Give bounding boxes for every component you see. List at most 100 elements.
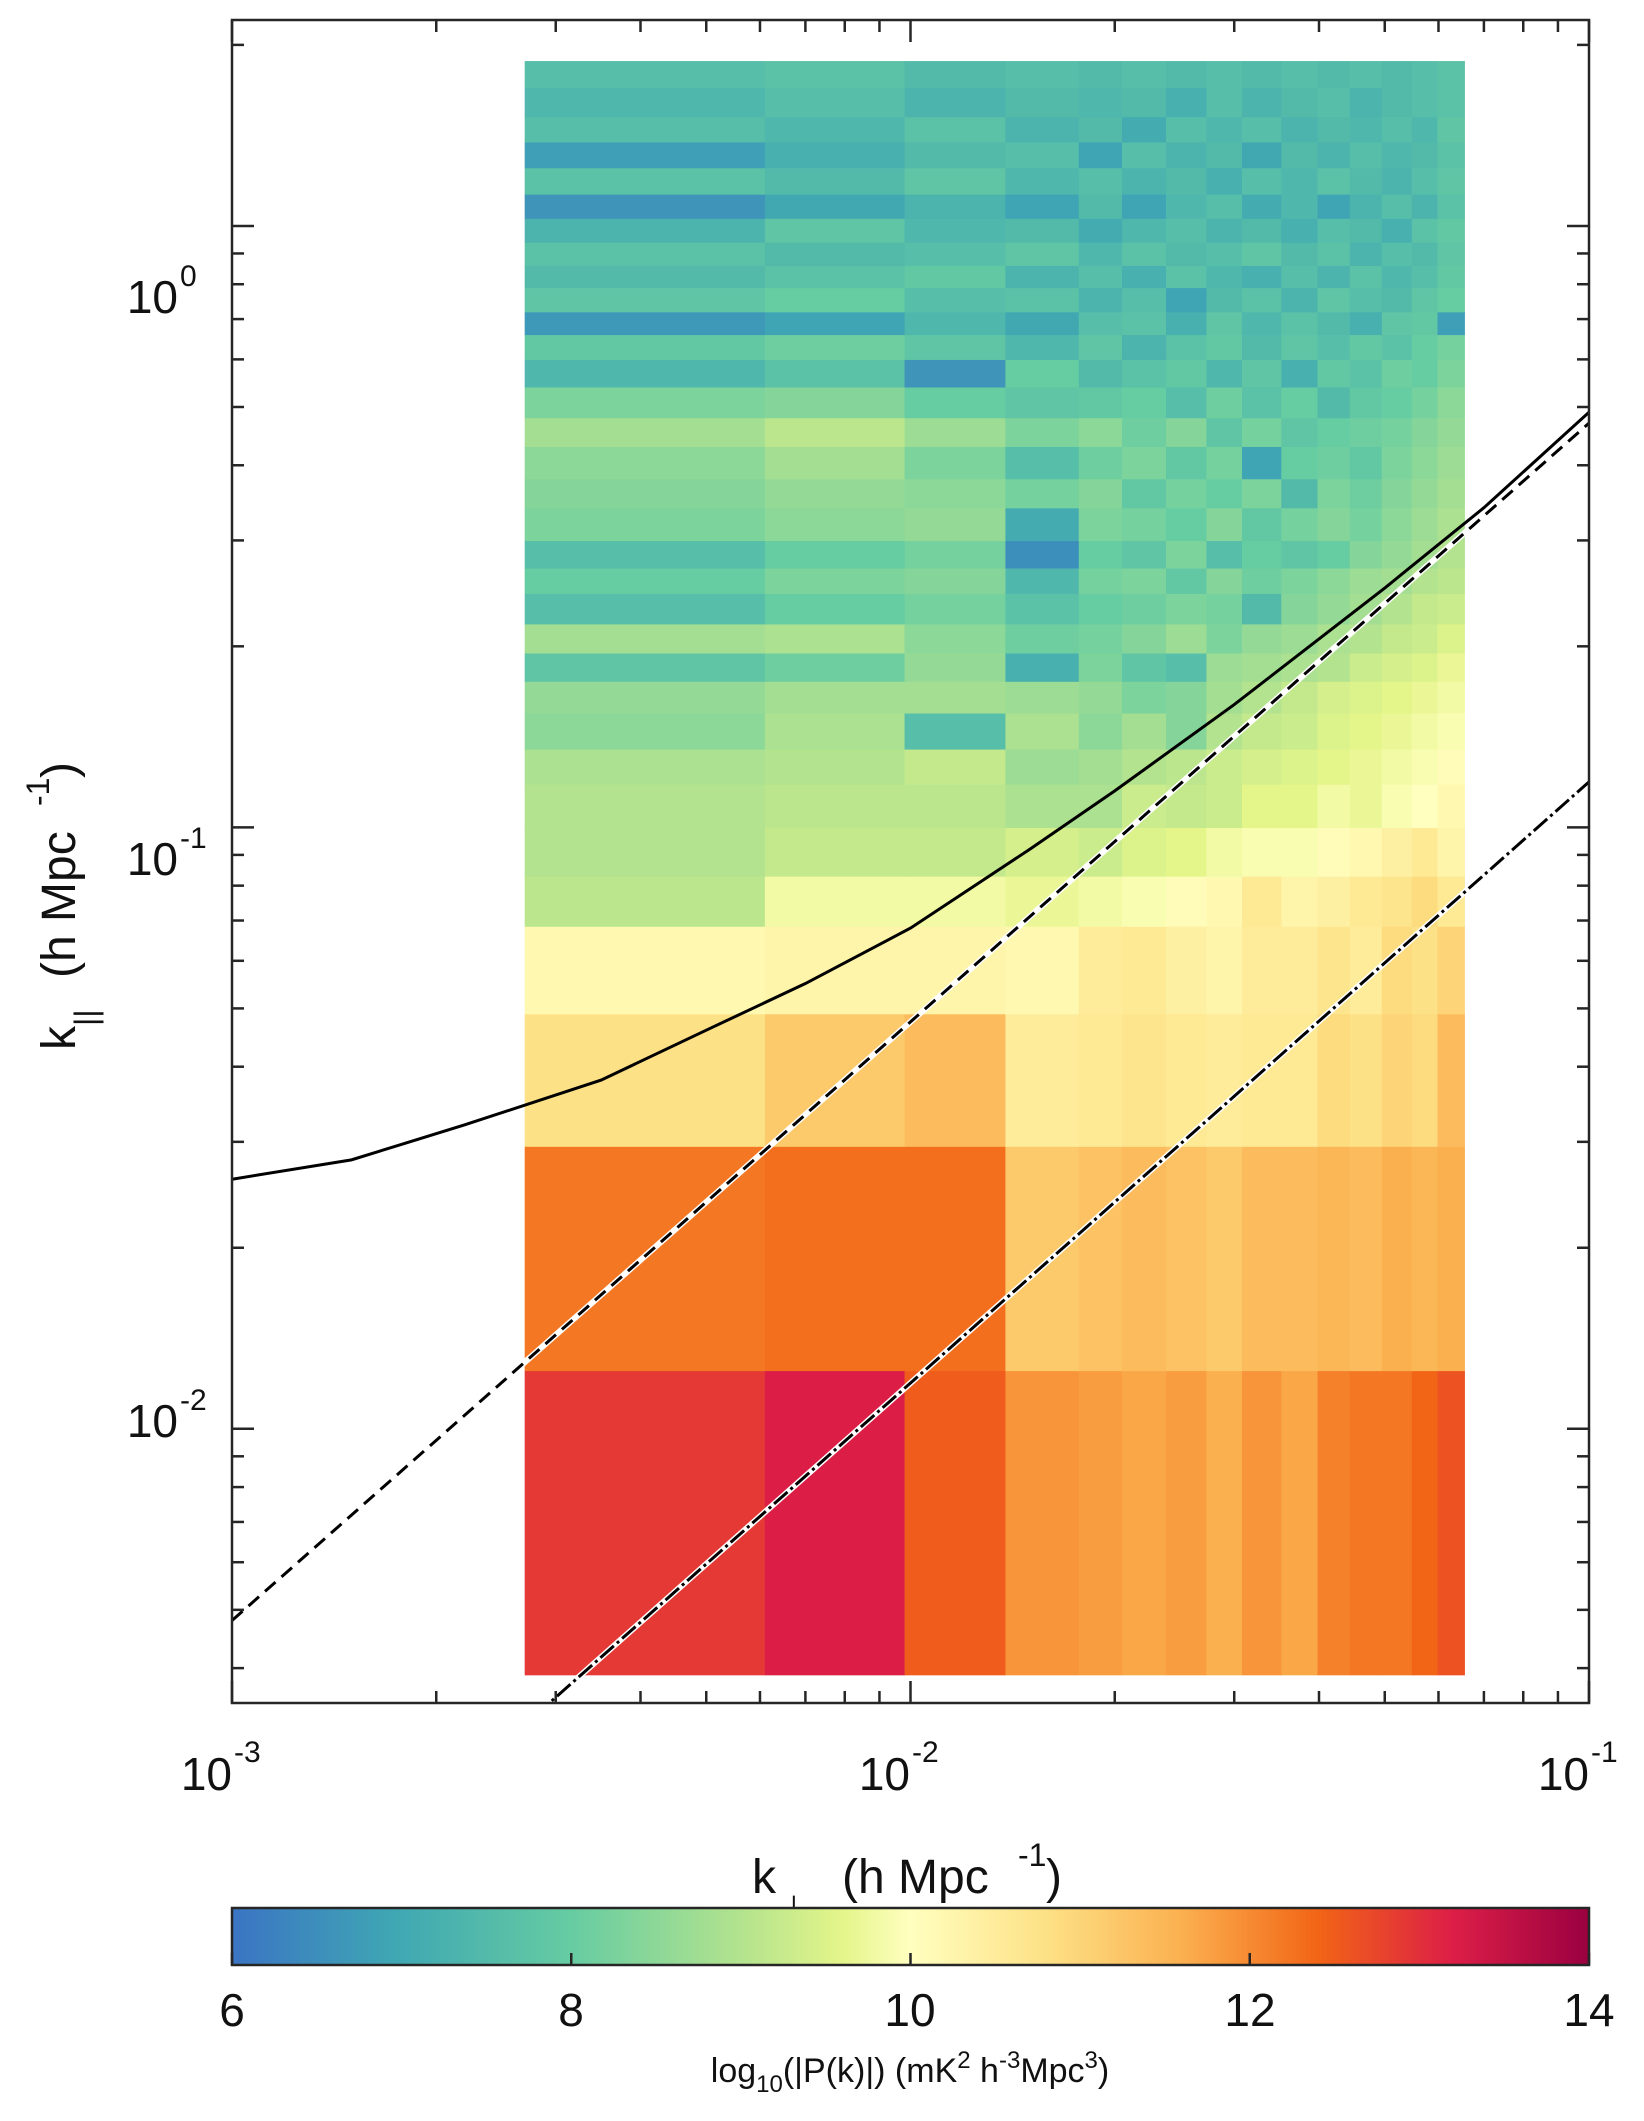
heatmap-cell-r1-c7	[1206, 1146, 1243, 1372]
y-tick-exp-0: -2	[180, 1384, 207, 1417]
heatmap-cell-r17-c14	[1437, 446, 1465, 480]
heatmap-cell-r26-c12	[1381, 218, 1413, 243]
heatmap-cell-r17-c11	[1349, 446, 1383, 480]
heatmap-cell-r13-c3	[1005, 567, 1080, 594]
heatmap-cell-r24-c6	[1166, 265, 1208, 289]
heatmap-cell-r24-c0	[524, 265, 766, 289]
heatmap-cell-r5-c5	[1122, 827, 1167, 877]
heatmap-cell-r26-c1	[764, 218, 906, 243]
heatmap-cell-r25-c1	[764, 242, 906, 266]
heatmap-cell-r26-c7	[1206, 218, 1243, 243]
heatmap-cell-r0-c12	[1381, 1370, 1413, 1676]
heatmap-cell-r17-c10	[1317, 446, 1351, 480]
heatmap-cell-r16-c9	[1281, 478, 1319, 509]
heatmap-cell-r13-c14	[1437, 567, 1465, 594]
heatmap-cell-r12-c8	[1241, 593, 1282, 625]
heatmap-cell-r19-c7	[1206, 386, 1243, 419]
heatmap-cell-r14-c4	[1078, 540, 1123, 569]
heatmap-cell-r8-c13	[1411, 712, 1439, 750]
heatmap-cell-r15-c10	[1317, 507, 1351, 542]
heatmap-cell-r2-c10	[1317, 1013, 1351, 1147]
heatmap-cell-r16-c11	[1349, 478, 1383, 509]
heatmap-cell-r10-c14	[1437, 652, 1465, 682]
heatmap-cell-r22-c7	[1206, 311, 1243, 336]
heatmap-cell-r25-c3	[1005, 242, 1080, 266]
heatmap-cell-r31-c9	[1281, 87, 1319, 118]
heatmap-cell-r15-c4	[1078, 507, 1123, 542]
heatmap-cell-r32-c12	[1381, 61, 1413, 88]
heatmap-cell-r4-c2	[904, 876, 1007, 927]
heatmap-cell-r3-c4	[1078, 926, 1123, 1015]
heatmap-cell-r13-c4	[1078, 567, 1123, 594]
heatmap-cell-r23-c2	[904, 287, 1007, 313]
heatmap-cell-r28-c8	[1241, 167, 1282, 195]
heatmap-cell-r20-c0	[524, 359, 766, 388]
heatmap-cell-r2-c4	[1078, 1013, 1123, 1147]
heatmap-cell-r23-c4	[1078, 287, 1123, 313]
heatmap-cell-r19-c0	[524, 386, 766, 419]
heatmap-cell-r7-c8	[1241, 748, 1282, 785]
heatmap-cell-r8-c1	[764, 712, 906, 750]
heatmap-cell-r22-c13	[1411, 311, 1439, 336]
heatmap-cell-r8-c8	[1241, 712, 1282, 750]
heatmap-cell-r27-c7	[1206, 194, 1243, 219]
heatmap-cell-r29-c12	[1381, 141, 1413, 169]
heatmap-cell-r18-c10	[1317, 417, 1351, 447]
heatmap-cell-r18-c8	[1241, 417, 1282, 447]
heatmap-cell-r5-c1	[764, 827, 906, 877]
heatmap-cell-r3-c7	[1206, 926, 1243, 1015]
y-axis-label-main: k	[33, 1025, 86, 1050]
heatmap-cell-r24-c2	[904, 265, 1007, 289]
heatmap-cell-r9-c3	[1005, 681, 1080, 714]
heatmap-cell-r24-c1	[764, 265, 906, 289]
heatmap-cell-r19-c14	[1437, 386, 1465, 419]
heatmap-cell-r6-c10	[1317, 784, 1351, 828]
heatmap-cell-r20-c14	[1437, 359, 1465, 388]
heatmap-cell-r9-c6	[1166, 681, 1208, 714]
heatmap-cell-r28-c0	[524, 167, 766, 195]
heatmap-cell-r1-c13	[1411, 1146, 1439, 1372]
heatmap-cell-r14-c11	[1349, 540, 1383, 569]
heatmap-cell-r17-c0	[524, 446, 766, 480]
heatmap-cell-r1-c6	[1166, 1146, 1208, 1372]
heatmap-cell-r3-c2	[904, 926, 1007, 1015]
heatmap-cell-r25-c6	[1166, 242, 1208, 266]
heatmap-cell-r25-c11	[1349, 242, 1383, 266]
heatmap-cell-r11-c2	[904, 623, 1007, 654]
heatmap-cell-r26-c6	[1166, 218, 1208, 243]
heatmap-cell-r23-c5	[1122, 287, 1167, 313]
heatmap-cell-r7-c12	[1381, 748, 1413, 785]
heatmap-cell-r30-c13	[1411, 116, 1439, 143]
heatmap-cell-r23-c10	[1317, 287, 1351, 313]
heatmap-cell-r20-c4	[1078, 359, 1123, 388]
heatmap-cell-r14-c5	[1122, 540, 1167, 569]
heatmap-cell-r3-c13	[1411, 926, 1439, 1015]
heatmap-cell-r15-c8	[1241, 507, 1282, 542]
heatmap-cell-r1-c11	[1349, 1146, 1383, 1372]
heatmap-cell-r19-c6	[1166, 386, 1208, 419]
heatmap-cell-r1-c12	[1381, 1146, 1413, 1372]
heatmap-cell-r3-c1	[764, 926, 906, 1015]
heatmap-cell-r30-c12	[1381, 116, 1413, 143]
heatmap-cell-r27-c13	[1411, 194, 1439, 219]
heatmap-cell-r22-c3	[1005, 311, 1080, 336]
heatmap-cell-r17-c7	[1206, 446, 1243, 480]
heatmap-cell-r18-c11	[1349, 417, 1383, 447]
heatmap-cell-r28-c13	[1411, 167, 1439, 195]
heatmap-cell-r24-c8	[1241, 265, 1282, 289]
heatmap-cell-r5-c2	[904, 827, 1007, 877]
heatmap-cell-r27-c12	[1381, 194, 1413, 219]
heatmap-cell-r14-c9	[1281, 540, 1319, 569]
heatmap-cell-r12-c9	[1281, 593, 1319, 625]
heatmap-cell-r23-c3	[1005, 287, 1080, 313]
heatmap-cell-r21-c6	[1166, 334, 1208, 360]
heatmap-cell-r5-c13	[1411, 827, 1439, 877]
heatmap-cell-r12-c0	[524, 593, 766, 625]
heatmap-cell-r23-c7	[1206, 287, 1243, 313]
heatmap-cell-r30-c1	[764, 116, 906, 143]
y-axis-label: k || (h Mpc -1 )	[20, 762, 104, 1050]
heatmap-cell-r30-c14	[1437, 116, 1465, 143]
y-tick-label-1: 10	[127, 833, 178, 885]
heatmap-cell-r27-c1	[764, 194, 906, 219]
heatmap-cell-r14-c10	[1317, 540, 1351, 569]
